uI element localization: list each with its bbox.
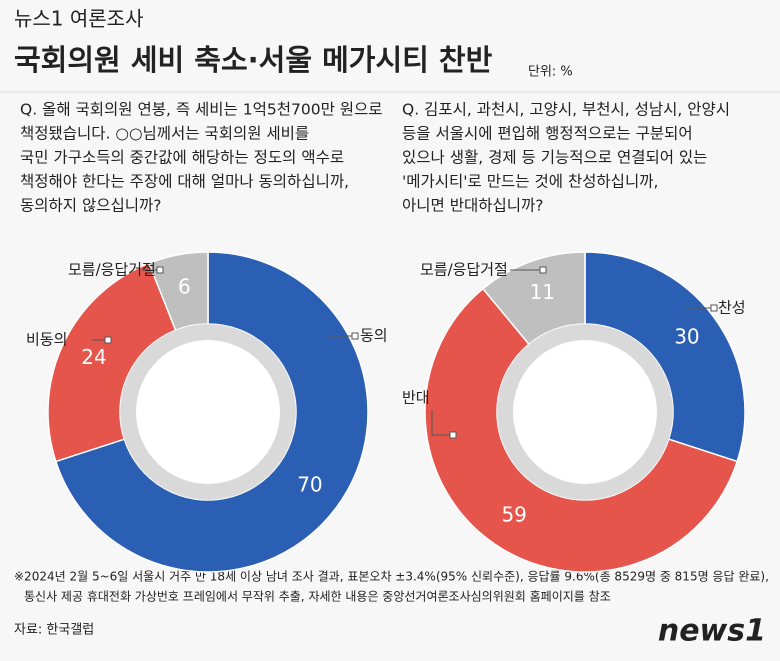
leader-dot: [539, 266, 547, 274]
legend-label: 찬성: [718, 299, 746, 317]
brand: 뉴스1 여론조사: [14, 7, 143, 31]
value-label: 6: [178, 275, 191, 299]
value-label: 11: [530, 280, 555, 304]
leader-dot: [449, 431, 457, 439]
question: Q. 올해 국회의원 연봉, 즉 세비는 1억5천700만 원으로: [20, 101, 383, 119]
question: 있으나 생활, 경제 등 기능적으로 연결되어 있는: [402, 149, 707, 167]
segment: [47, 262, 177, 463]
hole: [136, 340, 280, 484]
question: Q. 김포시, 과천시, 고양시, 부천시, 성남시, 안양시: [402, 101, 730, 119]
unit: 단위: %: [528, 65, 573, 80]
question: 등을 서울시에 편입해 행정적으로는 구분되어: [402, 125, 693, 143]
question: 아니면 반대하십니까?: [402, 197, 544, 215]
footnote: ※2024년 2월 5~6일 서울시 거주 만 18세 이상 남녀 조사 결과,…: [14, 570, 769, 584]
segment: [424, 287, 739, 573]
legend-label: 동의: [360, 327, 388, 345]
segment: [584, 251, 746, 463]
question: 동의하지 않으십니까?: [20, 197, 162, 215]
segment: [148, 251, 209, 332]
source: 자료: 한국갤럽: [14, 623, 94, 638]
leader-dot: [710, 304, 718, 312]
value-label: 30: [674, 324, 699, 348]
question: '메가시티'로 만드는 것에 찬성하십니까,: [402, 173, 658, 191]
legend-label: 비동의: [26, 331, 67, 349]
title: 국회의원 세비 축소·서울 메가시티 찬반: [14, 43, 493, 77]
logo: news1: [658, 614, 766, 649]
leader-dot: [351, 332, 359, 340]
leader-dot: [156, 266, 164, 274]
value-label: 59: [501, 503, 526, 527]
question: 책정됐습니다. ○○님께서는 국회의원 세비를: [20, 125, 309, 143]
value-label: 70: [297, 473, 322, 497]
legend-label: 모름/응답거절: [420, 261, 508, 279]
legend-label: 모름/응답거절: [68, 261, 156, 279]
segment: [481, 251, 586, 346]
value-label: 24: [81, 345, 106, 369]
leader-line: [431, 410, 453, 436]
leader-dot: [104, 336, 112, 344]
legend-label: 반대: [402, 389, 430, 407]
question: 책정해야 한다는 주장에 대해 얼마나 동의하십니까,: [20, 173, 349, 191]
hole: [513, 340, 657, 484]
footnote: 통신사 제공 휴대전화 가상번호 프레임에서 무작위 추출, 자세한 내용은 중…: [24, 590, 611, 604]
question: 국민 가구소득의 중간값에 해당하는 정도의 액수로: [20, 149, 344, 167]
segment: [54, 251, 369, 573]
